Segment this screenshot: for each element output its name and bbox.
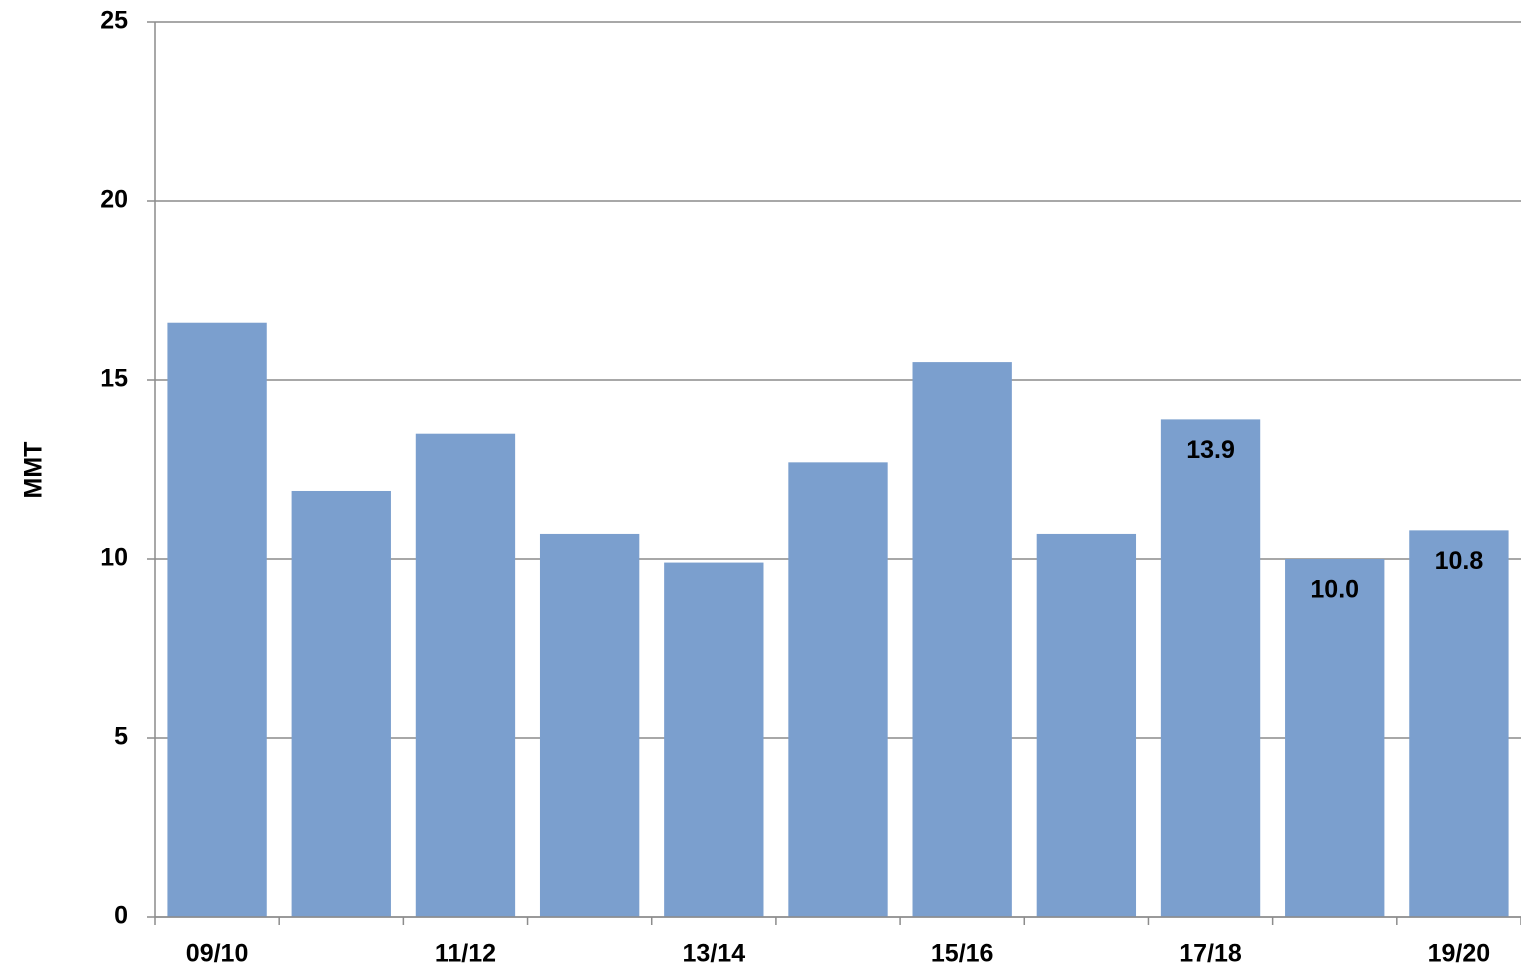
bar: [167, 322, 267, 918]
bar: [912, 362, 1012, 918]
bar: [539, 533, 640, 917]
y-tick-label: 15: [100, 365, 128, 393]
x-tick-label: 09/10: [186, 940, 249, 968]
bar: [788, 462, 888, 917]
x-tick-label: 15/16: [931, 940, 994, 968]
y-tick-label: 5: [114, 723, 128, 751]
y-tick-label: 20: [100, 186, 128, 214]
bar: [1036, 533, 1137, 917]
x-tick-label: 17/18: [1179, 940, 1242, 968]
bar: [664, 562, 764, 917]
value-label: 10.8: [1435, 547, 1484, 575]
bar: [291, 490, 391, 917]
bar: [415, 433, 516, 917]
x-tick-label: 13/14: [683, 940, 746, 968]
y-tick-label: 0: [114, 902, 128, 930]
value-label: 10.0: [1310, 576, 1359, 604]
y-axis-label: MMT: [20, 442, 48, 499]
y-tick-label: 10: [100, 544, 128, 572]
x-tick-label: 19/20: [1428, 940, 1491, 968]
bar: [1285, 559, 1385, 917]
bar: [1409, 530, 1509, 917]
x-tick-label: 11/12: [435, 940, 496, 968]
value-label: 13.9: [1186, 436, 1235, 464]
y-tick-label: 25: [100, 7, 128, 35]
bar: [1160, 419, 1261, 917]
